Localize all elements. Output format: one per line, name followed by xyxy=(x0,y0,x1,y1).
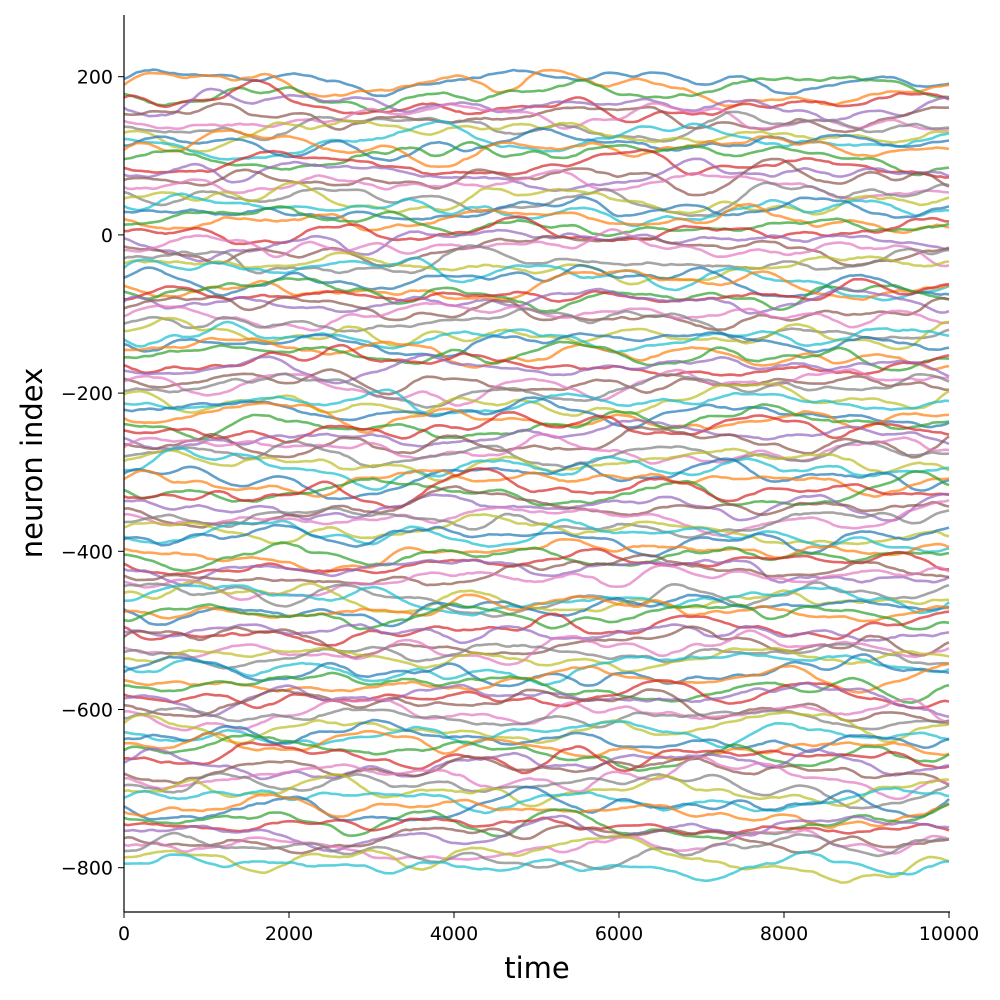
series-line-16 xyxy=(124,169,950,201)
series-line-4 xyxy=(124,87,950,122)
series-line-75 xyxy=(124,553,950,587)
series-line-32 xyxy=(124,277,950,313)
series-line-29 xyxy=(124,256,950,302)
series-line-74 xyxy=(124,558,950,587)
series-line-40 xyxy=(124,331,950,359)
x-tick-label: 10000 xyxy=(919,923,979,945)
series-line-1 xyxy=(124,68,950,108)
y-tick-label: −800 xyxy=(61,858,113,880)
series-line-21 xyxy=(124,202,950,235)
series-line-84 xyxy=(124,623,950,645)
x-tick-label: 8000 xyxy=(760,923,808,945)
series-line-18 xyxy=(124,181,950,216)
x-tick-label: 0 xyxy=(118,923,130,945)
series-line-11 xyxy=(124,129,950,168)
series-line-66 xyxy=(124,499,950,538)
series-line-58 xyxy=(124,447,950,482)
series-line-81 xyxy=(124,593,950,623)
y-tick-label: 200 xyxy=(77,67,113,89)
series-line-99 xyxy=(124,720,950,749)
series-line-36 xyxy=(124,301,950,332)
series-line-55 xyxy=(124,425,950,459)
series-line-116 xyxy=(124,828,950,861)
series-line-119 xyxy=(124,850,950,883)
series-line-57 xyxy=(124,439,950,469)
series-line-110 xyxy=(124,785,950,822)
x-tick-label: 2000 xyxy=(265,923,313,945)
series-line-19 xyxy=(124,192,950,228)
series-line-15 xyxy=(124,157,950,197)
series-line-109 xyxy=(124,786,950,815)
series-line-34 xyxy=(124,286,950,315)
series-line-2 xyxy=(124,75,950,113)
series-line-8 xyxy=(124,119,950,153)
series-line-67 xyxy=(124,507,950,539)
y-tick-label: 0 xyxy=(101,225,113,247)
y-tick-label: −200 xyxy=(61,383,113,405)
series-line-101 xyxy=(124,729,950,762)
series-line-117 xyxy=(124,831,950,871)
series-line-82 xyxy=(124,602,950,631)
x-tick-label: 4000 xyxy=(430,923,478,945)
x-axis-label: time xyxy=(504,951,570,985)
series-line-118 xyxy=(124,834,950,884)
series-line-53 xyxy=(124,410,950,444)
series-line-106 xyxy=(124,755,950,801)
series-line-28 xyxy=(124,251,950,286)
series-line-92 xyxy=(124,671,950,705)
series-line-54 xyxy=(124,418,950,451)
series-line-41 xyxy=(124,336,950,371)
series-line-13 xyxy=(124,148,950,179)
series-line-14 xyxy=(124,157,950,193)
x-ticks: 0 2000 4000 6000 8000 10000 xyxy=(118,912,979,945)
series-line-104 xyxy=(124,747,950,781)
series-line-88 xyxy=(124,646,950,673)
series-line-37 xyxy=(124,307,950,344)
series-line-12 xyxy=(124,141,950,177)
series-line-115 xyxy=(124,824,950,855)
series-line-61 xyxy=(124,468,950,499)
series-line-52 xyxy=(124,403,950,441)
series-lines xyxy=(124,68,950,884)
series-line-46 xyxy=(124,368,950,407)
series-line-72 xyxy=(124,541,950,573)
series-line-105 xyxy=(124,754,950,787)
series-line-47 xyxy=(124,372,950,409)
series-line-107 xyxy=(124,771,950,810)
y-tick-label: −400 xyxy=(61,541,113,563)
series-line-108 xyxy=(124,773,950,808)
series-line-26 xyxy=(124,228,950,268)
series-line-73 xyxy=(124,547,950,576)
series-line-42 xyxy=(124,340,950,372)
series-line-91 xyxy=(124,662,950,694)
series-line-111 xyxy=(124,793,950,830)
x-tick-label: 6000 xyxy=(595,923,643,945)
series-line-64 xyxy=(124,492,950,522)
series-line-49 xyxy=(124,388,950,416)
series-line-96 xyxy=(124,697,950,732)
series-line-114 xyxy=(124,814,950,853)
series-line-87 xyxy=(124,642,950,670)
series-line-95 xyxy=(124,688,950,724)
series-line-10 xyxy=(124,127,950,162)
series-line-102 xyxy=(124,733,950,773)
series-line-76 xyxy=(124,563,950,602)
series-line-44 xyxy=(124,353,950,385)
series-line-112 xyxy=(124,802,950,840)
series-line-98 xyxy=(124,711,950,745)
series-line-39 xyxy=(124,320,950,354)
series-line-23 xyxy=(124,215,950,246)
series-line-86 xyxy=(124,629,950,666)
series-line-59 xyxy=(124,446,950,491)
y-ticks: 200 0 −200 −400 −600 −800 xyxy=(61,67,124,880)
series-line-27 xyxy=(124,244,950,275)
series-line-63 xyxy=(124,467,950,509)
y-axis-label: neuron index xyxy=(15,368,49,559)
y-tick-label: −600 xyxy=(61,700,113,722)
series-line-17 xyxy=(124,181,950,217)
